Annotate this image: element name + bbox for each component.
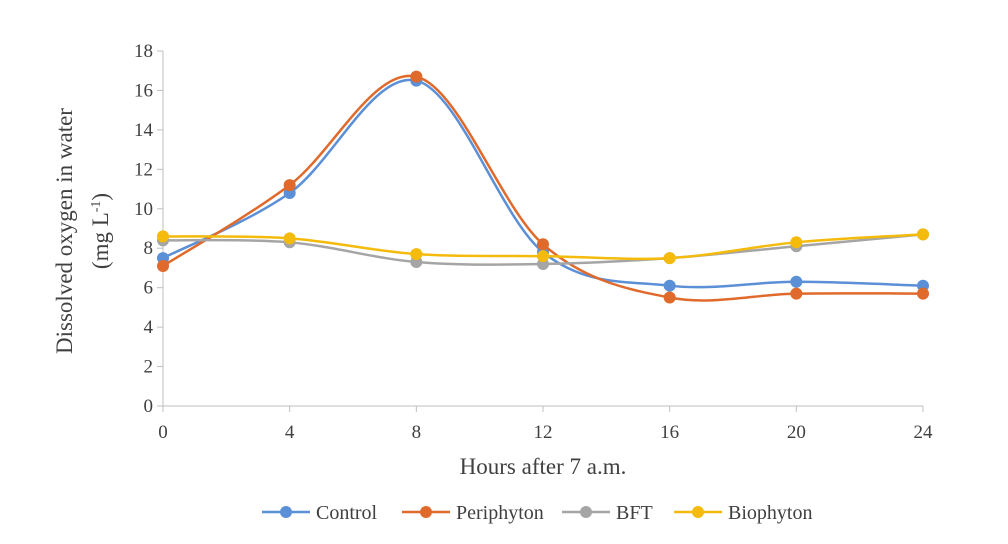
data-point-periphyton: [410, 70, 423, 83]
x-tick-label: 4: [285, 422, 295, 443]
legend-item-control: Control: [262, 502, 378, 524]
data-point-biophyton: [410, 248, 423, 261]
data-point-periphyton: [537, 238, 549, 251]
data-point-biophyton: [663, 252, 676, 265]
x-tick-label: 24: [914, 422, 934, 443]
legend-item-periphyton: Periphyton: [402, 502, 544, 524]
x-tick-label: 0: [158, 422, 168, 443]
y-axis-unit-close: ): [88, 193, 113, 201]
data-point-biophyton: [283, 232, 296, 245]
x-tick-label: 8: [412, 422, 422, 443]
series-biophyton: [157, 228, 929, 265]
x-axis-title: Hours after 7 a.m.: [460, 454, 627, 479]
data-point-periphyton: [663, 291, 676, 304]
x-ticks: 0 4 8 12 16 20 24: [158, 406, 933, 443]
data-point-periphyton: [917, 287, 929, 300]
legend-label-periphyton: Periphyton: [456, 502, 544, 524]
data-point-control: [790, 275, 803, 288]
data-point-biophyton: [917, 228, 929, 241]
legend-label-bft: BFT: [616, 502, 653, 524]
legend-marker-biophyton: [692, 506, 704, 518]
y-tick-label: 2: [144, 357, 154, 378]
x-tick-label: 16: [660, 422, 679, 443]
y-tick-label: 0: [144, 396, 154, 417]
y-ticks: 0 2 4 6 8 10 12 14 16 18: [134, 41, 163, 417]
y-tick-label: 10: [134, 199, 153, 220]
y-tick-label: 8: [144, 238, 154, 259]
legend-marker-control: [280, 506, 292, 518]
y-axis-title: Dissolved oxygen in water (mg L-1): [52, 108, 113, 354]
legend-label-control: Control: [316, 502, 378, 524]
legend-marker-bft: [580, 506, 592, 518]
y-tick-label: 6: [144, 278, 154, 299]
series-periphyton: [157, 70, 929, 304]
y-tick-label: 12: [134, 159, 153, 180]
x-tick-label: 12: [534, 422, 553, 443]
legend-marker-periphyton: [420, 506, 432, 518]
y-axis-unit-exponent: -1: [89, 201, 104, 213]
data-point-biophyton: [537, 250, 549, 263]
y-axis-title-line1: Dissolved oxygen in water: [52, 108, 77, 354]
legend-item-biophyton: Biophyton: [674, 502, 812, 524]
data-point-periphyton: [157, 259, 169, 272]
x-tick-label: 20: [787, 422, 806, 443]
y-axis-title-line2: (mg L-1): [88, 193, 113, 269]
data-point-control: [663, 279, 676, 292]
y-tick-label: 4: [144, 317, 154, 338]
data-point-periphyton: [283, 179, 296, 192]
y-tick-label: 18: [134, 41, 153, 62]
y-tick-label: 14: [134, 120, 154, 141]
axes: [162, 51, 923, 407]
series-group: [157, 70, 929, 304]
data-point-periphyton: [790, 287, 803, 300]
legend: Control Periphyton BFT Biophyton: [262, 502, 812, 524]
y-axis-unit: (mg L: [88, 212, 113, 269]
legend-label-biophyton: Biophyton: [728, 502, 812, 524]
y-tick-label: 16: [134, 80, 153, 101]
data-point-biophyton: [157, 230, 169, 243]
data-point-biophyton: [790, 236, 803, 249]
legend-item-bft: BFT: [562, 502, 653, 524]
